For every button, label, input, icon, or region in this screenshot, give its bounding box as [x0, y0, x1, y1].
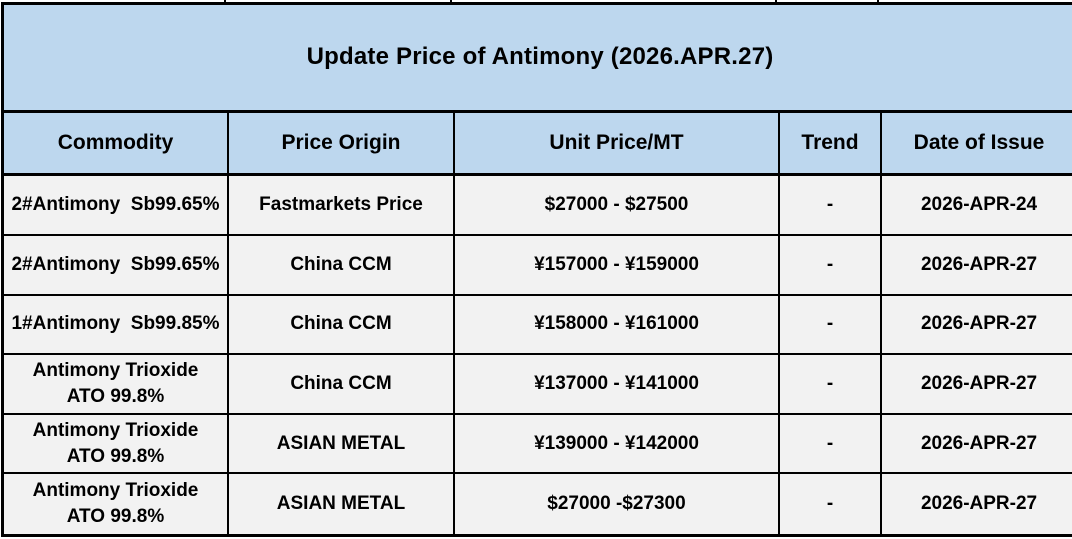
- gridline-tick: [877, 0, 879, 3]
- commodity-cell: Antimony Trioxide ATO 99.8%: [4, 474, 229, 534]
- table-row: Antimony Trioxide ATO 99.8% ASIAN METAL …: [4, 474, 1072, 534]
- gridline-tick: [224, 0, 226, 3]
- trend-cell: -: [780, 236, 882, 296]
- unit-price-cell: $27000 -$27300: [455, 474, 780, 534]
- unit-price-cell: ¥157000 - ¥159000: [455, 236, 780, 296]
- price-origin-cell: ASIAN METAL: [229, 414, 455, 475]
- unit-price-cell: ¥158000 - ¥161000: [455, 295, 780, 356]
- price-origin-cell: China CCM: [229, 295, 455, 356]
- date-cell: 2026-APR-27: [882, 236, 1072, 296]
- trend-cell: -: [780, 355, 882, 415]
- commodity-cell: 1#Antimony Sb99.85%: [4, 295, 229, 356]
- trend-cell: -: [780, 414, 882, 475]
- column-header-commodity: Commodity: [4, 112, 229, 177]
- unit-price-cell: ¥139000 - ¥142000: [455, 414, 780, 475]
- table-row: 2#Antimony Sb99.65% Fastmarkets Price $2…: [4, 176, 1072, 237]
- trend-cell: -: [780, 295, 882, 356]
- date-cell: 2026-APR-27: [882, 474, 1072, 534]
- date-cell: 2026-APR-27: [882, 414, 1072, 475]
- price-origin-cell: China CCM: [229, 236, 455, 296]
- column-header-date-of-issue: Date of Issue: [882, 112, 1072, 177]
- commodity-cell: 2#Antimony Sb99.65%: [4, 176, 229, 237]
- unit-price-cell: ¥137000 - ¥141000: [455, 355, 780, 415]
- price-origin-cell: China CCM: [229, 355, 455, 415]
- commodity-cell: 2#Antimony Sb99.65%: [4, 236, 229, 296]
- commodity-cell: Antimony Trioxide ATO 99.8%: [4, 355, 229, 415]
- date-cell: 2026-APR-27: [882, 355, 1072, 415]
- trend-cell: -: [780, 176, 882, 237]
- table-row: 1#Antimony Sb99.85% China CCM ¥158000 - …: [4, 295, 1072, 356]
- column-header-price-origin: Price Origin: [229, 112, 455, 177]
- table-row: 2#Antimony Sb99.65% China CCM ¥157000 - …: [4, 236, 1072, 296]
- table-row: Antimony Trioxide ATO 99.8% ASIAN METAL …: [4, 414, 1072, 475]
- date-cell: 2026-APR-24: [882, 176, 1072, 237]
- title-row: Update Price of Antimony (2026.APR.27): [4, 5, 1072, 113]
- commodity-cell: Antimony Trioxide ATO 99.8%: [4, 414, 229, 475]
- column-header-unit-price: Unit Price/MT: [455, 112, 780, 177]
- gridline-tick: [450, 0, 452, 3]
- trend-cell: -: [780, 474, 882, 534]
- column-header-trend: Trend: [780, 112, 882, 177]
- price-origin-cell: Fastmarkets Price: [229, 176, 455, 237]
- page-title: Update Price of Antimony (2026.APR.27): [4, 5, 1072, 113]
- date-cell: 2026-APR-27: [882, 295, 1072, 356]
- price-origin-cell: ASIAN METAL: [229, 474, 455, 534]
- unit-price-cell: $27000 - $27500: [455, 176, 780, 237]
- gridline-tick: [775, 0, 777, 3]
- header-row: Commodity Price Origin Unit Price/MT Tre…: [4, 112, 1072, 177]
- table-row: Antimony Trioxide ATO 99.8% China CCM ¥1…: [4, 355, 1072, 415]
